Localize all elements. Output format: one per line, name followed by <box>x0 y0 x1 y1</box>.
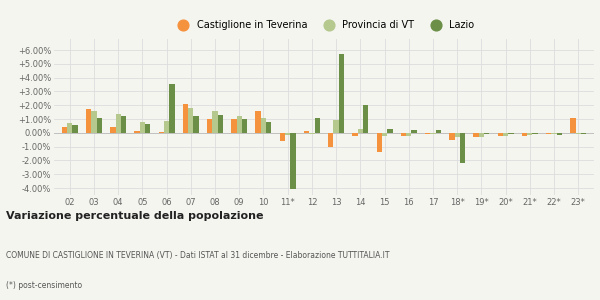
Bar <box>339 54 344 133</box>
Bar <box>401 133 406 136</box>
Bar <box>484 133 490 134</box>
Bar <box>449 133 455 140</box>
Bar <box>91 111 97 133</box>
Bar <box>377 133 382 152</box>
Bar <box>169 84 175 133</box>
Bar <box>309 133 314 134</box>
Bar <box>242 119 247 133</box>
Bar <box>532 133 538 134</box>
Bar <box>358 129 363 133</box>
Bar <box>145 124 151 133</box>
Bar <box>158 132 164 133</box>
Bar <box>334 120 339 133</box>
Bar <box>406 133 412 136</box>
Bar <box>110 127 116 133</box>
Bar <box>581 133 586 134</box>
Bar <box>183 104 188 133</box>
Bar <box>473 133 479 137</box>
Bar <box>328 133 334 147</box>
Bar <box>557 133 562 135</box>
Bar <box>425 133 430 134</box>
Legend: Castiglione in Teverina, Provincia di VT, Lazio: Castiglione in Teverina, Provincia di VT… <box>170 16 478 34</box>
Bar <box>212 112 218 133</box>
Bar <box>387 129 392 133</box>
Bar <box>314 118 320 133</box>
Bar <box>207 119 212 133</box>
Bar <box>193 116 199 133</box>
Bar <box>575 133 581 134</box>
Bar <box>497 133 503 136</box>
Bar <box>436 130 441 133</box>
Bar <box>352 133 358 136</box>
Bar <box>546 133 551 134</box>
Bar <box>460 133 465 163</box>
Bar <box>412 130 417 133</box>
Bar <box>455 133 460 137</box>
Bar <box>266 122 271 133</box>
Bar <box>522 133 527 136</box>
Text: COMUNE DI CASTIGLIONE IN TEVERINA (VT) - Dati ISTAT al 31 dicembre - Elaborazion: COMUNE DI CASTIGLIONE IN TEVERINA (VT) -… <box>6 251 389 260</box>
Bar <box>382 133 387 136</box>
Bar <box>430 133 436 134</box>
Bar <box>231 119 236 133</box>
Bar <box>256 111 261 133</box>
Bar <box>86 110 91 133</box>
Bar <box>304 131 309 133</box>
Bar <box>97 118 102 133</box>
Bar <box>570 118 575 133</box>
Bar <box>551 133 557 134</box>
Bar <box>508 133 514 134</box>
Text: Variazione percentuale della popolazione: Variazione percentuale della popolazione <box>6 211 263 221</box>
Bar <box>134 131 140 133</box>
Text: (*) post-censimento: (*) post-censimento <box>6 281 82 290</box>
Bar <box>218 115 223 133</box>
Bar <box>261 118 266 133</box>
Bar <box>121 116 126 133</box>
Bar <box>62 128 67 133</box>
Bar <box>73 125 78 133</box>
Bar <box>527 133 532 135</box>
Bar <box>67 123 73 133</box>
Bar <box>285 133 290 135</box>
Bar <box>290 133 296 189</box>
Bar <box>140 122 145 133</box>
Bar <box>188 108 193 133</box>
Bar <box>479 133 484 137</box>
Bar <box>236 116 242 133</box>
Bar <box>503 133 508 136</box>
Bar <box>280 133 285 141</box>
Bar <box>164 121 169 133</box>
Bar <box>116 113 121 133</box>
Bar <box>363 105 368 133</box>
